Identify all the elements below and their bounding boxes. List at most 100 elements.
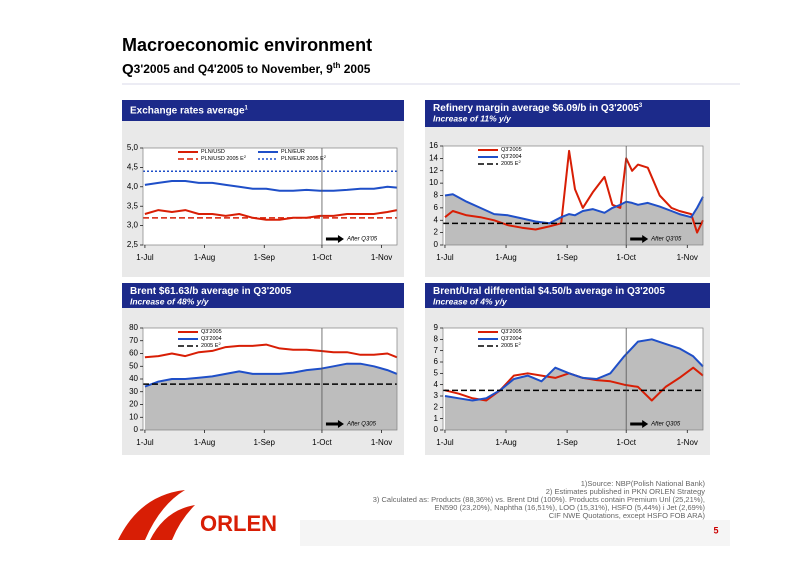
x-tick-label: 1-Jul xyxy=(136,253,154,262)
chart-subtitle: Increase of 11% y/y xyxy=(433,113,512,123)
x-tick-label: 1-Nov xyxy=(677,253,698,262)
title-bar xyxy=(122,283,404,308)
footnote: 1)Source: NBP(Polish National Bank) xyxy=(581,479,706,488)
y-tick-label: 60 xyxy=(129,349,138,358)
annotation-arrow xyxy=(630,420,649,428)
plot-frame xyxy=(442,327,704,431)
y-tick-label: 8 xyxy=(434,334,439,343)
legend-label: PLN/EUR 2005 E2 xyxy=(281,154,327,163)
y-tick-label: 9 xyxy=(434,323,439,332)
x-tick-label: 1-Jul xyxy=(436,253,454,262)
x-tick-label: 1-Sep xyxy=(254,253,276,262)
slide-title: Macroeconomic environment xyxy=(122,35,372,55)
title-text: Brent $61.63/b average in Q3'2005 xyxy=(130,286,292,297)
y-tick-label: 50 xyxy=(129,361,138,370)
legend-label: Q3'2004 xyxy=(201,336,222,342)
x-tick-label: 1-Sep xyxy=(556,253,578,262)
annotation: After Q305 xyxy=(346,422,377,428)
y-tick-label: 0 xyxy=(434,425,439,434)
logo: ORLEN xyxy=(118,490,277,540)
x-tick-label: 1-Oct xyxy=(616,253,636,262)
legend-label: PLN/USD xyxy=(201,149,225,155)
plot-area xyxy=(143,148,397,245)
series-line xyxy=(144,180,398,192)
legend-sup: 2 xyxy=(518,159,521,164)
x-tick-label: 1-Jul xyxy=(436,438,454,447)
title-text: Refinery margin average $6.09/b in Q3'20… xyxy=(433,103,639,114)
series-line xyxy=(444,149,704,234)
chart-subtitle: Increase of 4% y/y xyxy=(433,296,508,306)
y-tick-label: 2 xyxy=(434,402,439,411)
x-tick-label: 1-Oct xyxy=(616,438,636,447)
annotation: After Q305 xyxy=(650,422,681,428)
y-tick-label: 4 xyxy=(434,380,439,389)
legend-label: 2005 E2 xyxy=(501,159,521,168)
title-bar xyxy=(122,100,404,121)
x-tick-label: 1-Aug xyxy=(194,253,215,262)
legend-label: Q3'2005 xyxy=(501,329,522,335)
x-tick-label: 1-Nov xyxy=(371,438,392,447)
x-tick-label: 1-Sep xyxy=(556,438,578,447)
legend-text: Q3'2004 xyxy=(501,336,522,342)
x-tick-label: 1-Aug xyxy=(194,438,215,447)
legend-text: PLN/EUR 2005 E xyxy=(281,156,324,162)
annotation-arrow xyxy=(325,235,344,243)
x-tick-label: 1-Nov xyxy=(677,438,698,447)
legend-label: Q3'2005 xyxy=(501,147,522,153)
y-tick-label: 2 xyxy=(434,228,439,237)
x-tick-label: 1-Oct xyxy=(312,438,332,447)
y-tick-label: 16 xyxy=(429,141,438,150)
legend-label: Q3'2004 xyxy=(501,154,522,160)
x-tick-label: 1-Aug xyxy=(495,253,516,262)
title-text: Brent/Ural differential $4.50/b average … xyxy=(433,286,665,297)
y-tick-label: 5 xyxy=(434,368,439,377)
legend-sup: 2 xyxy=(218,341,221,346)
legend-label: PLN/USD 2005 E2 xyxy=(201,154,247,163)
y-tick-label: 7 xyxy=(434,346,439,355)
subtitle-part: 2005 xyxy=(340,62,370,76)
annotation: After Q3'05 xyxy=(650,237,682,243)
x-tick-label: 1-Sep xyxy=(254,438,276,447)
title-bar xyxy=(425,283,710,308)
chart-subtitle: Increase of 48% y/y xyxy=(130,296,210,306)
logo-text: ORLEN xyxy=(200,511,277,536)
y-tick-label: 20 xyxy=(129,400,138,409)
legend-sup: 2 xyxy=(518,341,521,346)
legend-text: 2005 E xyxy=(501,161,519,167)
y-tick-label: 4 xyxy=(434,215,439,224)
legend-text: Q3'2005 xyxy=(501,147,522,153)
footnote: 3) Calculated as: Products (88,36%) vs. … xyxy=(373,495,705,504)
y-tick-label: 6 xyxy=(434,203,439,212)
series-line xyxy=(444,338,704,402)
y-tick-label: 14 xyxy=(429,153,438,162)
subtitle-part: 3'2005 and Q4'2005 to November, 9 xyxy=(134,62,333,76)
legend-text: PLN/EUR xyxy=(281,149,305,155)
footnote: 2) Estimates published in PKN ORLEN Stra… xyxy=(546,487,705,496)
y-tick-label: 6 xyxy=(434,357,439,366)
chart-panel: Brent $61.63/b average in Q3'2005Increas… xyxy=(122,283,404,455)
y-tick-label: 4,5 xyxy=(127,163,139,172)
area xyxy=(444,194,703,245)
y-tick-label: 10 xyxy=(129,412,138,421)
area xyxy=(144,363,397,430)
y-tick-label: 2,5 xyxy=(127,240,139,249)
y-tick-label: 3,0 xyxy=(127,221,139,230)
subtitle-sup: th xyxy=(333,61,341,70)
slide-subtitle: Q3'2005 and Q4'2005 to November, 9th 200… xyxy=(122,61,371,78)
legend-label: Q3'2004 xyxy=(501,336,522,342)
logo-swoosh xyxy=(150,505,195,540)
series-line xyxy=(444,193,704,225)
legend-label: PLN/EUR xyxy=(281,149,305,155)
series-line xyxy=(144,343,398,359)
legend-label: 2005 E2 xyxy=(501,341,521,350)
y-tick-label: 8 xyxy=(434,191,439,200)
series-line xyxy=(144,209,398,221)
subtitle-part: Q xyxy=(122,61,134,78)
page-number: 5 xyxy=(713,525,718,535)
y-tick-label: 3,5 xyxy=(127,201,139,210)
footer-band xyxy=(300,520,730,546)
area xyxy=(444,339,703,430)
y-tick-label: 40 xyxy=(129,374,138,383)
